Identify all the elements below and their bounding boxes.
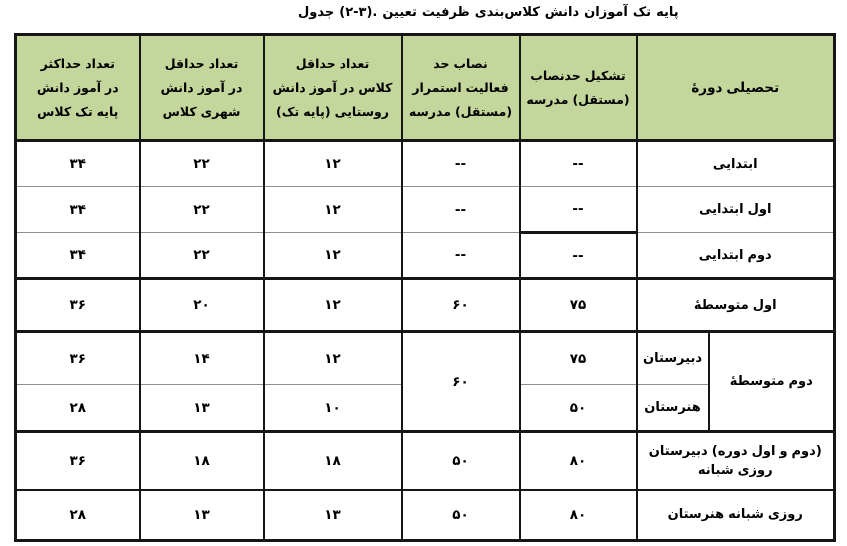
cell-rural: ۱۸	[262, 430, 403, 490]
cell-establish: ۷۵	[518, 277, 638, 332]
cell-max: ۳۶	[14, 430, 141, 490]
cell-max: ۳۴	[14, 140, 141, 187]
cell-continue: --	[400, 140, 521, 187]
row-label-cell: متوسطهٔ اول	[635, 277, 836, 332]
row-elementary-first: ۳۴ ۲۲ ۱۲ -- -- ابتدایی اول	[14, 186, 836, 233]
cell-continue: ۵۰	[400, 430, 521, 490]
cell-urban: ۲۲	[138, 186, 265, 233]
group-label-cell: متوسطهٔ دوم	[707, 330, 836, 432]
cell-max: ۳۶	[14, 277, 141, 332]
cell-rural: ۱۲	[262, 330, 403, 385]
cell-establish: ۸۰	[518, 488, 638, 541]
cell-establish: ۵۰	[518, 384, 638, 432]
cell-max: ۳۴	[14, 186, 141, 233]
cell-max: ۲۸	[14, 384, 141, 432]
cell-max: ۳۶	[14, 330, 141, 385]
cell-continue: --	[400, 186, 521, 233]
row-label-cell: ابتدایی اول	[635, 186, 836, 233]
cell-establish: --	[518, 186, 638, 233]
class-capacity-table: حداکثر تعداد دانش آموز در کلاس تک پایه حداقل ت…	[14, 33, 836, 542]
cell-establish: --	[518, 140, 638, 187]
table-title: جدول (۲-۳). تعیین ظرفیت کلاس‌بندی دانش آموزان ت…	[298, 5, 679, 20]
cell-urban: ۱۳	[138, 384, 265, 432]
row-secondary-vocational: ۲۸ ۱۳ ۱۰ ۵۰ هنرستان	[14, 384, 835, 432]
cell-max: ۲۸	[14, 488, 141, 541]
row-label-cell: دبیرستان (دوره اول و دوم) شبانه روزی	[635, 430, 836, 490]
col-header-quorum-continue-activity: حد نصاب استمرار فعالیت مدرسه (مستقل)	[400, 34, 521, 142]
cell-rural: ۱۰	[262, 384, 403, 432]
cell-urban: ۱۴	[138, 330, 265, 385]
row-secondary-highschool: ۳۶ ۱۴ ۱۲ ۶۰ ۷۵ دبیرستان متوسطهٔ دوم	[14, 330, 836, 432]
sub-label-cell: دبیرستان	[635, 330, 710, 385]
col-header-max-students-per-class: حداکثر تعداد دانش آموز در کلاس تک پایه	[14, 34, 141, 142]
row-label-cell: هنرستان شبانه روزی	[635, 488, 836, 541]
header-row: حداکثر تعداد دانش آموز در کلاس تک پایه حداقل ت…	[14, 34, 836, 142]
cell-rural: ۱۲	[262, 232, 403, 279]
col-header-min-students-urban: حداقل تعداد دانش آموز در کلاس شهری	[138, 34, 265, 142]
col-header-quorum-establish-school: حدنصاب تشکیل مدرسه (مستقل)	[518, 34, 638, 142]
cell-rural: ۱۲	[262, 140, 403, 187]
row-boarding-vocational: ۲۸ ۱۳ ۱۳ ۵۰ ۸۰ هنرستان شبانه روزی	[14, 488, 836, 541]
cell-urban: ۲۲	[138, 140, 265, 187]
cell-establish: ۷۵	[518, 330, 638, 385]
row-label-cell: ابتدایی	[635, 140, 836, 187]
row-boarding-highschool: ۳۶ ۱۸ ۱۸ ۵۰ ۸۰ دبیرستان (دوره اول و دوم) شبا…	[14, 430, 836, 490]
cell-establish: --	[518, 231, 638, 279]
cell-urban: ۲۰	[138, 277, 265, 332]
cell-continue: ۵۰	[400, 488, 521, 541]
cell-urban: ۱۳	[138, 488, 265, 541]
row-label-cell: ابتدایی دوم	[635, 232, 836, 279]
cell-continue: --	[400, 232, 521, 279]
cell-rural: ۱۳	[262, 488, 403, 541]
col-header-min-students-rural: حداقل تعداد دانش آموز در کلاس (تک پایه) روستای…	[262, 34, 403, 142]
cell-rural: ۱۲	[262, 186, 403, 233]
cell-continue-merged: ۶۰	[400, 330, 521, 432]
row-elementary: ۳۴ ۲۲ ۱۲ -- -- ابتدایی	[14, 140, 836, 187]
cell-urban: ۱۸	[138, 430, 265, 490]
cell-rural: ۱۲	[262, 277, 403, 332]
col-header-educational-course: دورهٔ تحصیلی	[635, 34, 836, 142]
sub-label-cell: هنرستان	[635, 384, 710, 432]
cell-establish: ۸۰	[518, 430, 638, 490]
cell-continue: ۶۰	[400, 277, 521, 332]
row-middle-school: ۳۶ ۲۰ ۱۲ ۶۰ ۷۵ متوسطهٔ اول	[14, 277, 836, 332]
cell-max: ۳۴	[14, 232, 141, 279]
cell-urban: ۲۲	[138, 232, 265, 279]
row-elementary-second: ۳۴ ۲۲ ۱۲ -- -- ابتدایی دوم	[14, 231, 836, 279]
